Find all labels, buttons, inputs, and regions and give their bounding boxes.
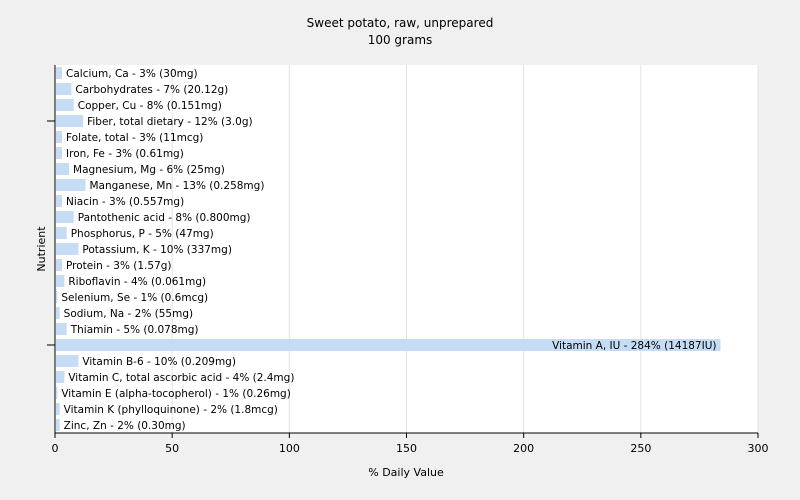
bar-label: Copper, Cu - 8% (0.151mg) xyxy=(78,100,222,112)
bar xyxy=(56,195,63,207)
x-tick-label: 0 xyxy=(52,442,59,455)
bar xyxy=(56,131,63,143)
chart-subtitle: 100 grams xyxy=(368,33,433,47)
bar xyxy=(56,99,74,111)
bar-label: Vitamin C, total ascorbic acid - 4% (2.4… xyxy=(68,372,294,384)
bar-label: Fiber, total dietary - 12% (3.0g) xyxy=(87,116,252,128)
bar-label: Folate, total - 3% (11mcg) xyxy=(66,132,203,144)
x-tick-label: 50 xyxy=(165,442,179,455)
bar-label: Protein - 3% (1.57g) xyxy=(66,260,172,272)
bars: Calcium, Ca - 3% (30mg) Carbohydrates - 7… xyxy=(56,67,721,432)
bar xyxy=(56,115,84,127)
bar xyxy=(56,419,60,431)
bar-label: Manganese, Mn - 13% (0.258mg) xyxy=(89,180,264,192)
bar xyxy=(56,83,72,95)
bar-label: Zinc, Zn - 2% (0.30mg) xyxy=(64,420,186,432)
bar xyxy=(56,227,67,239)
bar-label: Vitamin B-6 - 10% (0.209mg) xyxy=(82,356,236,368)
x-axis-label: % Daily Value xyxy=(368,466,444,479)
bar xyxy=(56,403,60,415)
bar xyxy=(56,179,86,191)
bar xyxy=(56,355,79,367)
bar xyxy=(56,243,79,255)
bar xyxy=(56,211,74,223)
bar-label: Sodium, Na - 2% (55mg) xyxy=(64,308,193,320)
x-tick-label: 100 xyxy=(279,442,300,455)
grid-lines xyxy=(171,65,759,433)
bar xyxy=(56,387,58,399)
x-ticks: 0 50 100 150 200 250 300 xyxy=(47,120,769,455)
x-tick-label: 200 xyxy=(513,442,534,455)
x-tick-label: 300 xyxy=(748,442,769,455)
bar xyxy=(56,371,65,383)
bar-label: Thiamin - 5% (0.078mg) xyxy=(70,324,199,336)
bar-label: Selenium, Se - 1% (0.6mcg) xyxy=(61,292,208,304)
bar-label: Potassium, K - 10% (337mg) xyxy=(82,244,232,256)
bar-label: Riboflavin - 4% (0.061mg) xyxy=(68,276,206,288)
x-tick-label: 250 xyxy=(630,442,651,455)
bar xyxy=(56,163,70,175)
y-axis-label: Nutrient xyxy=(35,226,48,272)
bar xyxy=(56,147,63,159)
bar xyxy=(56,67,63,79)
bar xyxy=(56,339,721,351)
bar xyxy=(56,275,65,287)
bar-label: Vitamin K (phylloquinone) - 2% (1.8mcg) xyxy=(64,404,278,416)
bar-label: Calcium, Ca - 3% (30mg) xyxy=(66,68,198,80)
bar xyxy=(56,323,67,335)
bar-label: Iron, Fe - 3% (0.61mg) xyxy=(66,148,184,160)
bar xyxy=(56,307,60,319)
chart-title: Sweet potato, raw, unprepared xyxy=(307,16,494,30)
bar-label: Niacin - 3% (0.557mg) xyxy=(66,196,184,208)
bar-label: Vitamin A, IU - 284% (14187IU) xyxy=(552,340,716,352)
bar xyxy=(56,291,58,303)
bar-label: Phosphorus, P - 5% (47mg) xyxy=(71,228,214,240)
x-tick-label: 150 xyxy=(396,442,417,455)
bar xyxy=(56,259,63,271)
bar-label: Pantothenic acid - 8% (0.800mg) xyxy=(78,212,251,224)
bar-label: Vitamin E (alpha-tocopherol) - 1% (0.26m… xyxy=(61,388,290,400)
bar-label: Carbohydrates - 7% (20.12g) xyxy=(75,84,228,96)
bar-label: Magnesium, Mg - 6% (25mg) xyxy=(73,164,225,176)
